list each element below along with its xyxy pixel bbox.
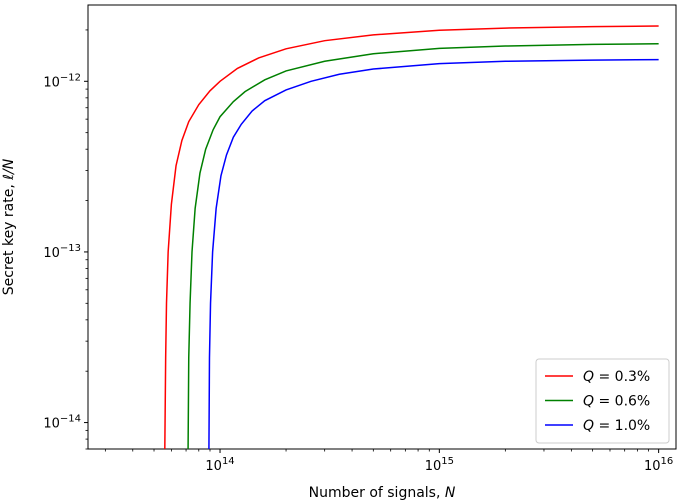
legend-box: [535, 358, 670, 444]
y-tick-label: 10−12: [43, 72, 81, 90]
y-tick-label: 10−13: [43, 243, 81, 261]
tick-layer: 1014 1015 1016 10−14 10−13 10−12: [43, 29, 673, 474]
legend-label-1: Q = 0.3%: [583, 369, 650, 385]
legend: Q = 0.3% Q = 0.6% Q = 1.0%: [535, 358, 670, 444]
series-layer: [164, 25, 659, 450]
legend-label-3: Q = 1.0%: [583, 418, 650, 434]
series-line-3: [208, 58, 659, 450]
y-tick-label: 10−14: [43, 414, 81, 432]
x-axis-label: Number of signals, N: [309, 485, 456, 501]
x-tick-label: 1014: [205, 456, 234, 474]
x-tick-label: 1016: [644, 456, 673, 474]
y-axis-label: Secret key rate, ℓ/N: [1, 158, 17, 295]
series-line-2: [187, 42, 659, 450]
legend-label-2: Q = 0.6%: [583, 394, 650, 410]
series-line-1: [164, 25, 659, 450]
x-tick-label: 1015: [425, 456, 454, 474]
label-layer: Number of signals, N Secret key rate, ℓ/…: [1, 158, 456, 501]
